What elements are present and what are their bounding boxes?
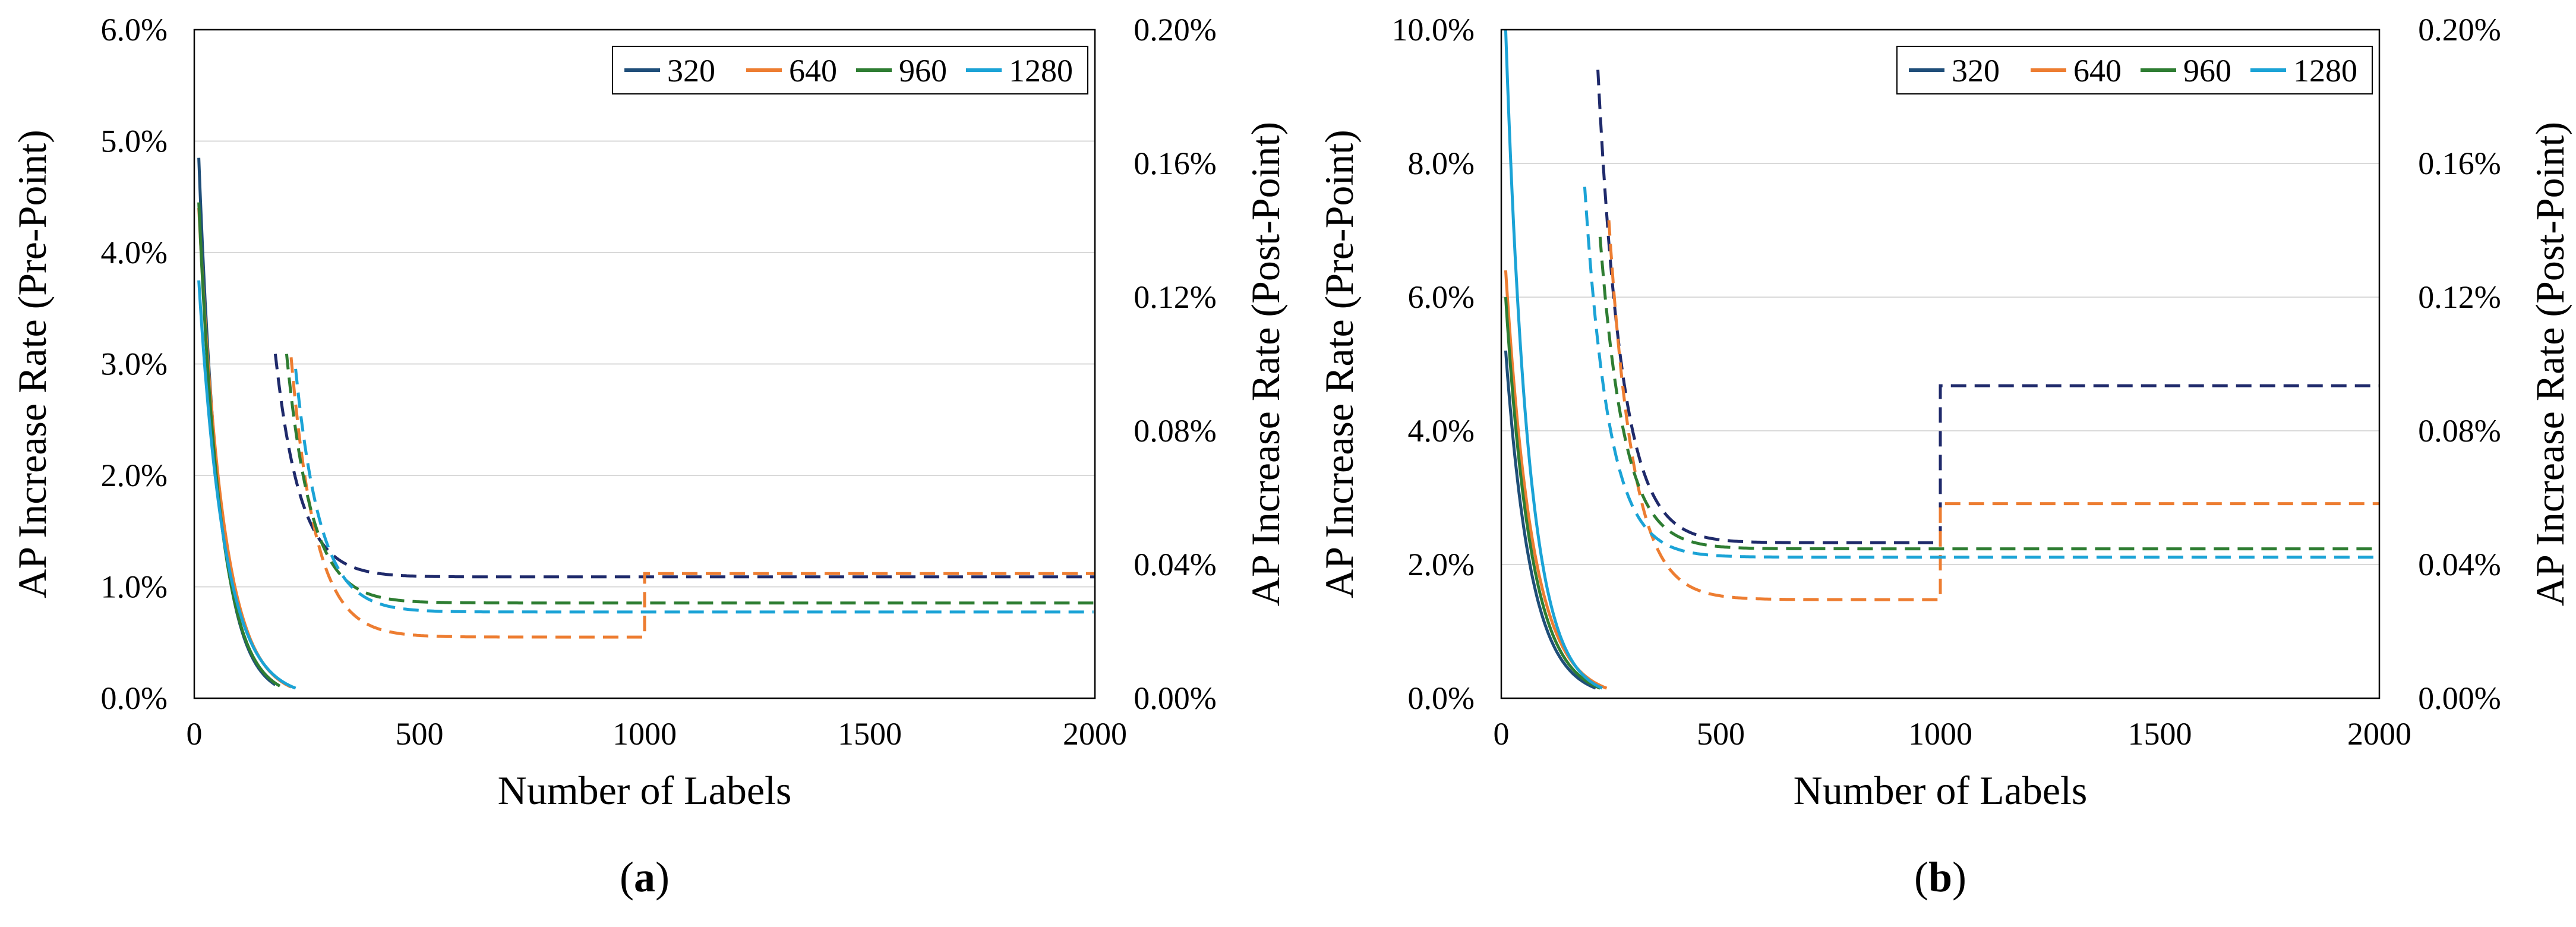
x-axis-title-a: Number of Labels xyxy=(498,768,792,813)
legend-label-640: 640 xyxy=(2073,53,2122,89)
pre-point-line-320 xyxy=(1504,350,1596,690)
y-tick-label: 2.0% xyxy=(101,458,168,493)
y2-axis-title-a: AP Increase Rate (Post-Point) xyxy=(1243,122,1288,606)
legend-label-960: 960 xyxy=(899,53,947,89)
y-tick-labels-a: 0.0% 1.0% 2.0% 3.0% 4.0% 5.0% 6.0% xyxy=(101,12,168,716)
post-point-line-640 xyxy=(289,357,1095,639)
plot-lines-a xyxy=(197,157,1095,690)
y-tick-labels-b: 0.0% 2.0% 4.0% 6.0% 8.0% 10.0% xyxy=(1392,12,1475,716)
x-tick-label: 2000 xyxy=(2347,716,2411,752)
chart-panel-a: 0 500 1000 1500 2000 0.0% 1.0% 2.0% 3.0% 4.0% 5.0… xyxy=(10,12,1288,901)
plot-lines-b xyxy=(1504,29,2379,690)
x-tick-labels-a: 0 500 1000 1500 2000 xyxy=(187,716,1128,752)
y2-tick-label: 0.00% xyxy=(2418,680,2501,716)
gridlines-a xyxy=(194,140,1095,588)
y2-tick-label: 0.12% xyxy=(1134,279,1216,315)
y-tick-label: 4.0% xyxy=(1408,413,1475,449)
post-point-line-1280 xyxy=(294,368,1094,614)
legend-box xyxy=(612,46,1088,94)
x-tick-label: 1500 xyxy=(2128,716,2192,752)
legend-a: 320 640 960 1280 xyxy=(612,46,1088,94)
y-axis-title-b: AP Increase Rate (Pre-Point) xyxy=(1317,130,1362,598)
x-tick-label: 500 xyxy=(396,716,444,752)
y2-tick-labels-a: 0.00% 0.04% 0.08% 0.12% 0.16% 0.20% xyxy=(1134,12,1216,716)
post-point-line-960 xyxy=(285,354,1094,605)
post-point-line-1280 xyxy=(1583,187,2379,559)
pre-point-line-1280 xyxy=(1504,29,1603,690)
y-tick-label: 8.0% xyxy=(1408,146,1475,181)
y2-tick-label: 0.08% xyxy=(2418,413,2501,449)
y-tick-label: 5.0% xyxy=(101,124,168,159)
y2-axis-title-b: AP Increase Rate (Post-Point) xyxy=(2527,122,2572,606)
y-tick-label: 6.0% xyxy=(1408,279,1475,315)
x-tick-label: 1000 xyxy=(613,716,677,752)
post-point-line-320 xyxy=(273,354,1095,579)
x-tick-label: 0 xyxy=(187,716,203,752)
caption-letter-b: b xyxy=(1928,853,1952,901)
legend-label-1280: 1280 xyxy=(2293,53,2357,89)
pre-point-line-1280 xyxy=(197,280,296,690)
y-tick-label: 4.0% xyxy=(101,235,168,270)
y2-tick-label: 0.20% xyxy=(1134,12,1216,48)
y-tick-label: 0.0% xyxy=(1408,680,1475,716)
x-tick-label: 500 xyxy=(1697,716,1745,752)
y2-tick-label: 0.04% xyxy=(1134,547,1216,582)
post-point-line-640 xyxy=(1607,220,2379,601)
x-tick-label: 1000 xyxy=(1908,716,1972,752)
y-axis-title-a: AP Increase Rate (Pre-Point) xyxy=(10,130,55,598)
plot-frame-b xyxy=(1500,29,2381,699)
legend-b: 320 640 960 1280 xyxy=(1896,46,2373,94)
y-tick-label: 0.0% xyxy=(101,680,168,716)
y-tick-label: 1.0% xyxy=(101,569,168,605)
caption-a: (a) xyxy=(620,853,670,901)
y2-tick-label: 0.16% xyxy=(1134,146,1216,181)
y-tick-label: 3.0% xyxy=(101,346,168,382)
post-point-line-960 xyxy=(1598,237,2378,551)
legend-label-320: 320 xyxy=(667,53,715,89)
post-point-line-320 xyxy=(1596,70,2379,544)
y2-tick-label: 0.16% xyxy=(2418,146,2501,181)
y-tick-label: 6.0% xyxy=(101,12,168,48)
x-tick-label: 1500 xyxy=(838,716,902,752)
y2-tick-label: 0.20% xyxy=(2418,12,2501,48)
plot-frame-a xyxy=(193,29,1096,699)
legend-label-640: 640 xyxy=(789,53,837,89)
legend-label-1280: 1280 xyxy=(1009,53,1073,89)
caption-b: (b) xyxy=(1914,853,1966,901)
legend-label-320: 320 xyxy=(1952,53,2000,89)
legend-label-960: 960 xyxy=(2183,53,2231,89)
x-axis-title-b: Number of Labels xyxy=(1794,768,2088,813)
legend-box xyxy=(1896,46,2373,94)
pre-point-line-960 xyxy=(1504,297,1601,690)
chart-panel-b: 0 500 1000 1500 2000 0.0% 2.0% 4.0% 6.0% 8.0% 10.… xyxy=(1317,12,2572,901)
caption-letter-a: a xyxy=(634,853,655,901)
x-tick-label: 0 xyxy=(1494,716,1510,752)
x-tick-label: 2000 xyxy=(1063,716,1127,752)
pre-point-line-960 xyxy=(197,202,281,688)
y2-tick-label: 0.08% xyxy=(1134,413,1216,449)
y2-tick-labels-b: 0.00% 0.04% 0.08% 0.12% 0.16% 0.20% xyxy=(2418,12,2501,716)
y2-tick-label: 0.00% xyxy=(1134,680,1216,716)
y-tick-label: 10.0% xyxy=(1392,12,1475,48)
y2-tick-label: 0.04% xyxy=(2418,547,2501,582)
y2-tick-label: 0.12% xyxy=(2418,279,2501,315)
y-tick-label: 2.0% xyxy=(1408,547,1475,582)
x-tick-labels-b: 0 500 1000 1500 2000 xyxy=(1494,716,2412,752)
